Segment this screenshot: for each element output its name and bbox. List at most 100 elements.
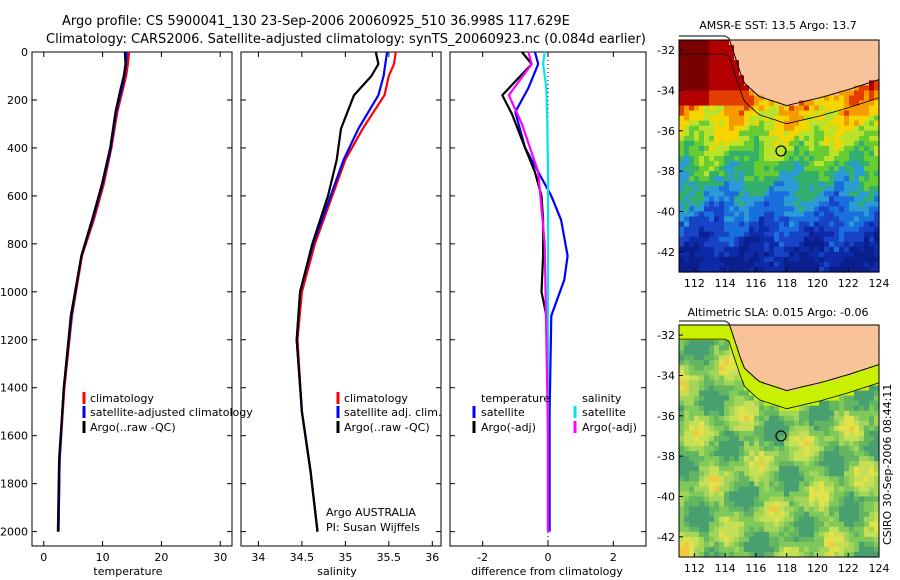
y-tick-label: 800 [7,238,28,251]
salinity-annotation-line2: PI: Susan Wijffels [326,521,420,534]
map-cell [734,246,740,253]
map-cell [764,441,770,447]
map-cell [714,201,720,208]
map-cell [849,531,855,538]
map-cell [724,446,730,452]
map-cell [754,70,760,76]
map-cell [684,266,690,273]
map-cell [739,45,745,51]
map-cell [859,491,865,498]
map-cell [769,181,775,187]
map-cell [774,390,780,397]
map-cell [844,55,850,61]
map-cell [739,75,745,81]
map-cell [724,365,730,371]
map-cell [749,380,755,387]
map-cell [719,486,725,493]
map-cell [759,125,765,132]
map-cell [734,536,740,543]
map-cell [869,370,875,377]
map-cell [829,486,835,493]
map-cell [684,400,690,407]
map-cell [704,350,710,356]
map-cell [779,256,785,263]
map-cell [814,45,820,51]
map-cell [724,216,730,223]
map-cell [679,85,685,92]
map-cell [814,496,820,503]
map-cell [714,181,720,187]
map-cell [874,430,880,437]
map-cell [699,80,705,86]
map-cell [854,85,860,92]
map-cell [699,360,705,366]
map-cell [854,251,860,258]
map-cell [869,435,875,442]
map-cell [699,171,705,177]
map-cell [694,70,700,76]
map-cell [834,486,840,493]
map-cell [739,125,745,132]
map-cell [679,501,685,508]
map-cell [849,150,855,157]
map-cell [699,186,705,192]
map-cell [859,75,865,81]
map-cell [734,410,740,417]
map-cell [804,476,810,482]
map-cell [724,90,730,97]
map-cell [734,191,740,197]
map-cell [699,420,705,427]
map-cell [744,551,750,558]
map-cell [799,456,805,462]
map-cell [809,115,815,122]
map-cell [719,521,725,528]
map-cell [689,390,695,397]
map-cell [849,516,855,523]
map-cell [689,135,695,142]
map-cell [764,70,770,76]
map-cell [709,161,715,167]
map-cell [784,536,790,543]
map-cell [789,456,795,462]
map-cell [754,350,760,356]
map-cell [819,70,825,76]
map-cell [719,231,725,238]
map-cell [779,125,785,132]
map-cell [704,266,710,273]
map-cell [699,491,705,498]
map-cell [734,335,740,341]
map-cell [754,125,760,132]
map-cell [809,511,815,518]
map-cell [689,355,695,361]
map-cell [854,266,860,273]
map-cell [824,461,830,467]
map-cell [824,350,830,356]
map-cell [694,90,700,97]
map-cell [829,546,835,553]
y-tick-label: 200 [7,94,28,107]
map-cell [729,55,735,61]
map-cell [709,526,715,533]
map-cell [874,251,880,258]
map-cell [759,211,765,218]
map-cell [749,176,755,182]
map-cell [804,156,810,162]
map-cell [689,441,695,447]
map-cell [684,425,690,432]
map-cell [834,511,840,518]
map-cell [719,365,725,371]
map-cell [794,171,800,177]
map-cell [804,191,810,197]
map-cell [749,330,755,336]
map-cell [824,261,830,268]
map-cell [794,491,800,498]
map-cell [754,345,760,351]
map-cell [834,415,840,422]
map-cell [744,526,750,533]
map-cell [824,405,830,412]
map-cell [704,400,710,407]
map-cell [819,325,825,331]
map-cell [769,551,775,558]
map-cell [709,95,715,102]
map-cell [809,461,815,467]
